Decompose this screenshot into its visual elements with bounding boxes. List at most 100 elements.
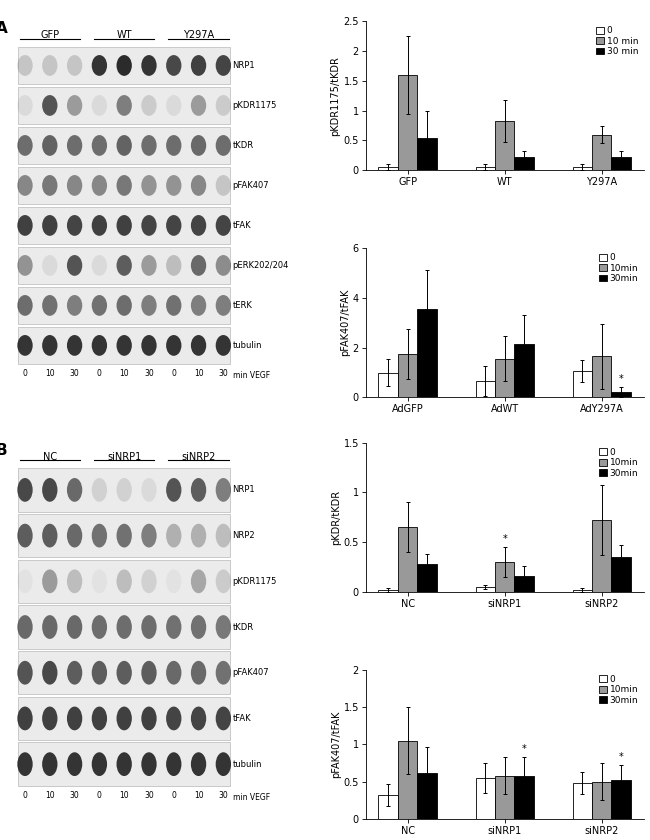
Ellipse shape bbox=[92, 523, 107, 548]
Ellipse shape bbox=[191, 175, 206, 196]
Bar bbox=[18, 327, 230, 365]
Ellipse shape bbox=[92, 335, 107, 356]
Ellipse shape bbox=[191, 753, 206, 776]
Ellipse shape bbox=[42, 570, 57, 593]
Ellipse shape bbox=[67, 95, 83, 116]
Ellipse shape bbox=[42, 753, 57, 776]
Bar bbox=[378, 372, 398, 397]
Ellipse shape bbox=[42, 255, 57, 276]
Ellipse shape bbox=[67, 335, 83, 356]
Bar bbox=[18, 743, 230, 786]
Bar bbox=[398, 741, 417, 819]
Ellipse shape bbox=[166, 175, 181, 196]
Text: 0: 0 bbox=[23, 790, 27, 800]
Ellipse shape bbox=[67, 215, 83, 236]
Text: tERK: tERK bbox=[233, 301, 252, 310]
Text: pFAK407: pFAK407 bbox=[233, 181, 269, 190]
Bar bbox=[495, 121, 514, 171]
Ellipse shape bbox=[166, 295, 181, 316]
Text: 10: 10 bbox=[120, 790, 129, 800]
Ellipse shape bbox=[67, 295, 83, 316]
Ellipse shape bbox=[42, 295, 57, 316]
Bar bbox=[417, 564, 437, 592]
Ellipse shape bbox=[92, 55, 107, 76]
Ellipse shape bbox=[191, 335, 206, 356]
Ellipse shape bbox=[216, 135, 231, 156]
Ellipse shape bbox=[141, 706, 157, 730]
Ellipse shape bbox=[216, 615, 231, 639]
Ellipse shape bbox=[141, 175, 157, 196]
Ellipse shape bbox=[42, 615, 57, 639]
Ellipse shape bbox=[141, 335, 157, 356]
Ellipse shape bbox=[191, 570, 206, 593]
Text: siNRP2: siNRP2 bbox=[181, 452, 216, 462]
Bar bbox=[592, 782, 612, 819]
Ellipse shape bbox=[67, 255, 83, 276]
Ellipse shape bbox=[191, 661, 206, 685]
Bar bbox=[514, 576, 534, 592]
Bar bbox=[573, 783, 592, 819]
Ellipse shape bbox=[92, 615, 107, 639]
Ellipse shape bbox=[92, 661, 107, 685]
Ellipse shape bbox=[141, 55, 157, 76]
Bar bbox=[612, 557, 631, 592]
Ellipse shape bbox=[141, 753, 157, 776]
Bar bbox=[18, 166, 230, 204]
Text: 10: 10 bbox=[120, 370, 129, 378]
Text: 10: 10 bbox=[45, 790, 55, 800]
Ellipse shape bbox=[67, 615, 83, 639]
Ellipse shape bbox=[116, 215, 132, 236]
Ellipse shape bbox=[141, 295, 157, 316]
Legend: 0, 10min, 30min: 0, 10min, 30min bbox=[598, 253, 639, 284]
Ellipse shape bbox=[216, 295, 231, 316]
Ellipse shape bbox=[42, 175, 57, 196]
Ellipse shape bbox=[216, 523, 231, 548]
Text: *: * bbox=[502, 534, 507, 544]
Ellipse shape bbox=[42, 135, 57, 156]
Ellipse shape bbox=[141, 135, 157, 156]
Text: pKDR1175: pKDR1175 bbox=[233, 101, 277, 110]
Text: 10: 10 bbox=[194, 370, 203, 378]
Ellipse shape bbox=[216, 661, 231, 685]
Ellipse shape bbox=[18, 706, 32, 730]
Bar bbox=[612, 780, 631, 819]
Ellipse shape bbox=[116, 295, 132, 316]
Bar bbox=[18, 468, 230, 512]
Ellipse shape bbox=[18, 295, 32, 316]
Ellipse shape bbox=[116, 523, 132, 548]
Bar bbox=[514, 775, 534, 819]
Ellipse shape bbox=[141, 570, 157, 593]
Bar bbox=[18, 87, 230, 124]
Text: 30: 30 bbox=[70, 790, 79, 800]
Ellipse shape bbox=[166, 615, 181, 639]
Text: tFAK: tFAK bbox=[233, 714, 252, 723]
Bar bbox=[398, 354, 417, 397]
Bar bbox=[476, 167, 495, 171]
Text: pERK202/204: pERK202/204 bbox=[233, 261, 289, 270]
Ellipse shape bbox=[18, 95, 32, 116]
Text: min VEGF: min VEGF bbox=[233, 793, 270, 801]
Ellipse shape bbox=[166, 255, 181, 276]
Text: NRP1: NRP1 bbox=[233, 486, 255, 495]
Ellipse shape bbox=[18, 135, 32, 156]
Ellipse shape bbox=[216, 95, 231, 116]
Bar bbox=[18, 651, 230, 695]
Ellipse shape bbox=[166, 95, 181, 116]
Ellipse shape bbox=[92, 215, 107, 236]
Ellipse shape bbox=[216, 175, 231, 196]
Text: *: * bbox=[619, 753, 623, 762]
Ellipse shape bbox=[166, 706, 181, 730]
Ellipse shape bbox=[216, 335, 231, 356]
Bar bbox=[18, 247, 230, 284]
Ellipse shape bbox=[18, 255, 32, 276]
Text: 30: 30 bbox=[70, 370, 79, 378]
Bar bbox=[495, 562, 514, 592]
Ellipse shape bbox=[67, 135, 83, 156]
Ellipse shape bbox=[92, 175, 107, 196]
Ellipse shape bbox=[166, 55, 181, 76]
Bar bbox=[18, 559, 230, 603]
Ellipse shape bbox=[92, 295, 107, 316]
Ellipse shape bbox=[141, 661, 157, 685]
Ellipse shape bbox=[141, 478, 157, 501]
Text: tubulin: tubulin bbox=[233, 759, 262, 769]
